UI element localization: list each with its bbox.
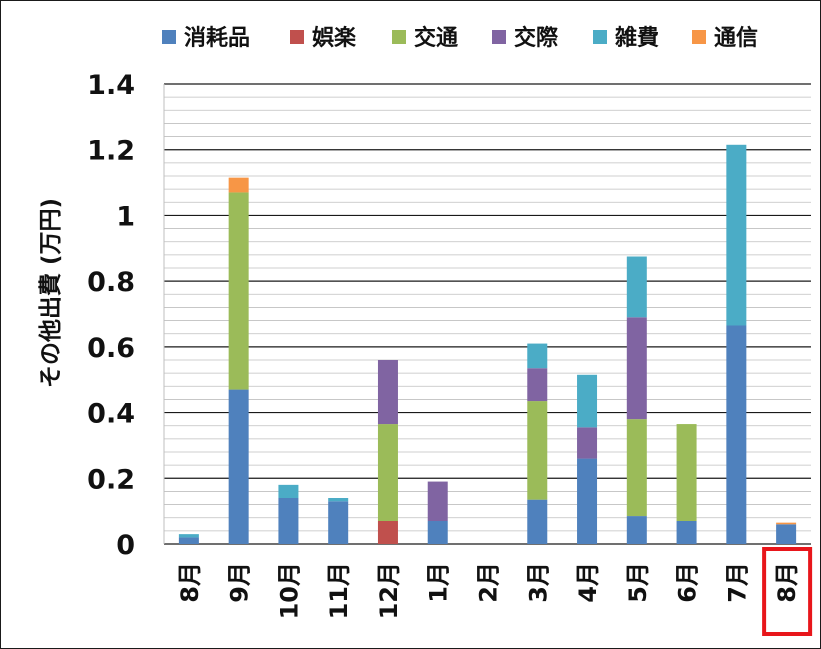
x-tick-label: 5月 (624, 562, 652, 603)
bar-segment (228, 389, 249, 544)
legend: 消耗品 娯楽 交通 交際 雑費 通信 (162, 25, 758, 51)
bar-segment (278, 498, 299, 544)
bar-segment (328, 498, 349, 502)
bar-segment (427, 481, 448, 521)
bar-segment (228, 177, 249, 193)
legend-label: 消耗品 (184, 25, 250, 51)
x-tick-label: 7月 (723, 562, 751, 603)
legend-label: 通信 (714, 25, 758, 51)
bar-segment (527, 343, 548, 369)
bar-segment (626, 317, 647, 420)
legend-swatch (593, 30, 607, 44)
x-axis-ticks: 8月 9月 10月 11月 12月 1月 2月 3月 4月 5月 6月 7月 8月 (176, 547, 813, 636)
bar-segment (726, 144, 747, 326)
y-tick-label: 0.6 (87, 333, 135, 364)
y-tick-label: 1 (116, 201, 135, 232)
legend-swatch (290, 30, 304, 44)
bar-segment (776, 524, 797, 544)
x-tick-label: 2月 (475, 562, 503, 603)
x-tick-label: 1月 (425, 562, 453, 603)
y-axis-label: その他出費 (万円) (38, 198, 64, 388)
bar-segment (178, 537, 199, 544)
y-tick-label: 1.2 (87, 136, 135, 167)
legend-swatch (692, 30, 706, 44)
bar-segment (377, 360, 398, 425)
bar-segment (178, 534, 199, 538)
highlight-box (762, 547, 813, 636)
x-tick-label: 6月 (674, 562, 702, 603)
legend-swatch (392, 30, 406, 44)
bar-segment (626, 516, 647, 544)
bar-segment (527, 499, 548, 544)
bar-segment (377, 424, 398, 521)
bar-segment (577, 427, 598, 459)
bar-segment (776, 522, 797, 525)
legend-label: 交通 (414, 25, 458, 51)
legend-label: 娯楽 (312, 25, 357, 51)
bars (178, 144, 797, 544)
bar-segment (626, 419, 647, 517)
bar-segment (527, 368, 548, 402)
legend-swatch (162, 30, 176, 44)
bar-segment (726, 325, 747, 544)
bar-segment (676, 424, 697, 521)
y-tick-label: 0.2 (87, 464, 135, 495)
bar-segment (527, 401, 548, 500)
x-tick-label: 9月 (226, 562, 254, 603)
bar-segment (577, 374, 598, 428)
x-tick-label: 10月 (275, 562, 303, 619)
x-tick-label: 12月 (375, 562, 403, 619)
bar-segment (577, 458, 598, 544)
legend-label: 雑費 (614, 25, 659, 51)
x-tick-label: 11月 (325, 562, 353, 619)
bar-segment (626, 256, 647, 318)
y-axis-ticks: 0 0.2 0.4 0.6 0.8 1 1.2 1.4 (87, 70, 135, 561)
gridlines (163, 83, 811, 545)
bar-segment (278, 484, 299, 498)
bar-segment (676, 521, 697, 544)
bar-segment (228, 192, 249, 390)
bar-segment (328, 501, 349, 544)
y-tick-label: 0 (116, 530, 135, 561)
bar-segment (377, 521, 398, 544)
x-tick-label: 8月 (176, 562, 204, 603)
x-tick-label: 4月 (574, 562, 602, 603)
y-tick-label: 0.4 (87, 399, 135, 430)
y-tick-label: 0.8 (87, 267, 135, 298)
bar-segment (427, 521, 448, 544)
x-tick-label: 3月 (524, 562, 552, 603)
y-tick-label: 1.4 (87, 70, 135, 101)
legend-swatch (492, 30, 506, 44)
x-tick-label: 8月 (773, 562, 801, 603)
legend-label: 交際 (514, 25, 559, 51)
